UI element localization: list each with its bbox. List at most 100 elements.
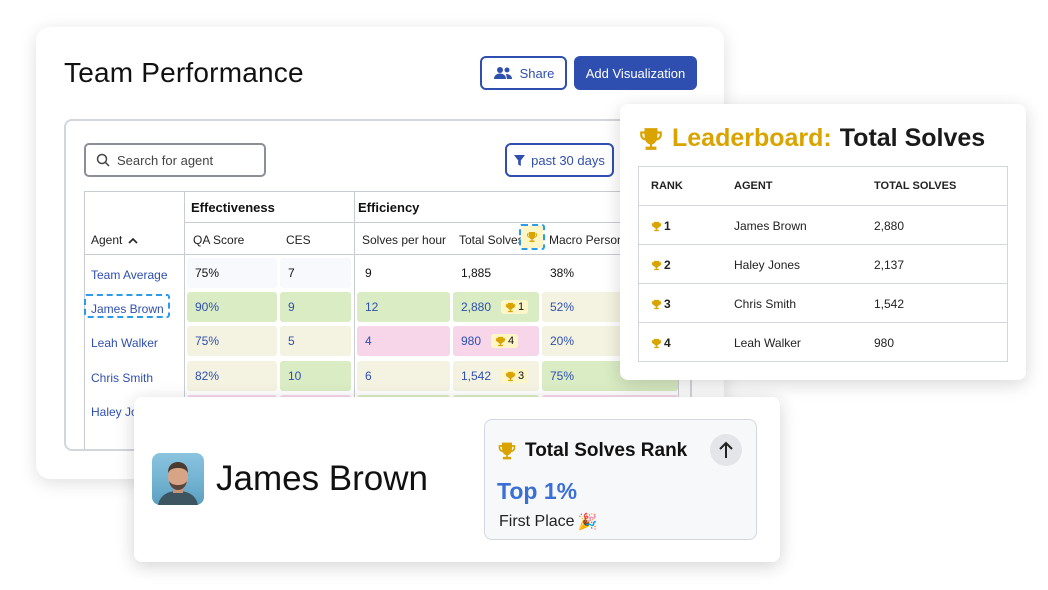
total-value: 980 xyxy=(461,334,482,348)
party-popper-icon: 🎉 xyxy=(577,514,598,531)
total-cell: 980 xyxy=(874,336,895,350)
agent-profile-card: James Brown Total Solves Rank Top 1% Fir… xyxy=(134,397,780,562)
selection-highlight xyxy=(519,224,545,250)
agent-selection-highlight xyxy=(84,294,170,318)
leaderboard-card: Leaderboard: Total Solves RANK AGENT TOT… xyxy=(620,104,1026,380)
rank-place: First Place 🎉 xyxy=(499,512,598,532)
rank-badge: 4 xyxy=(491,334,519,348)
cell-total: 1,885 xyxy=(461,266,492,280)
agent-cell: James Brown xyxy=(734,219,807,233)
rank-trend-button[interactable] xyxy=(710,434,742,466)
column-solves-per-hour[interactable]: Solves per hour xyxy=(362,233,447,247)
rank-summary-box: Total Solves Rank Top 1% First Place 🎉 xyxy=(484,419,757,540)
cell-macro: 38% xyxy=(550,266,575,280)
leaderboard-title-suffix: Total Solves xyxy=(839,124,986,152)
cell-total: 1,542 3 xyxy=(453,361,539,391)
agent-cell: Haley Jones xyxy=(734,258,801,272)
arrow-up-icon xyxy=(719,441,733,458)
rank-percentile: Top 1% xyxy=(497,478,578,504)
rank-title: Total Solves Rank xyxy=(497,440,687,462)
filter-icon xyxy=(514,154,526,166)
column-ces[interactable]: CES xyxy=(286,233,311,247)
rank-badge: 1 xyxy=(501,300,529,314)
cell-sph: 12 xyxy=(357,292,450,322)
trophy-icon xyxy=(651,338,662,348)
rank-title-label: Total Solves Rank xyxy=(525,440,688,461)
group-effectiveness: Effectiveness xyxy=(191,200,275,215)
column-qa-score[interactable]: QA Score xyxy=(193,233,245,247)
search-placeholder: Search for agent xyxy=(117,152,214,168)
trophy-icon xyxy=(505,371,516,381)
cell-total: 980 4 xyxy=(453,326,539,356)
total-value: 1,542 xyxy=(461,369,492,383)
trophy-icon xyxy=(651,260,662,270)
rank-value: 4 xyxy=(664,336,671,350)
rank-value: 4 xyxy=(508,335,515,347)
column-total-solves[interactable]: Total Solves xyxy=(459,233,524,247)
leaderboard-row[interactable]: 4 Leah Walker 980 xyxy=(639,323,1007,362)
cell-ces: 10 xyxy=(280,361,351,391)
add-visualization-button[interactable]: Add Visualization xyxy=(574,56,697,90)
total-value: 2,880 xyxy=(461,300,492,314)
cell-qa: 75% xyxy=(187,258,277,288)
cell-ces: 5 xyxy=(280,326,351,356)
trophy-icon xyxy=(651,299,662,309)
date-filter-button[interactable]: past 30 days xyxy=(505,143,614,177)
column-macro-persona[interactable]: Macro Persona xyxy=(549,233,631,247)
leaderboard-title-prefix: Leaderboard: xyxy=(672,124,832,152)
cell-total: 2,880 1 xyxy=(453,292,539,322)
cell-qa: 82% xyxy=(187,361,277,391)
total-cell: 2,880 xyxy=(874,219,905,233)
agent-haley-jones[interactable]: Haley Jo xyxy=(91,405,138,419)
rank-cell: 3 xyxy=(651,297,671,311)
group-efficiency: Efficiency xyxy=(358,200,420,215)
cell-qa: 75% xyxy=(187,326,277,356)
filter-label: past 30 days xyxy=(531,152,605,168)
page-title: Team Performance xyxy=(64,57,304,88)
agent-cell: Chris Smith xyxy=(734,297,797,311)
search-icon xyxy=(96,153,110,167)
cell-ces: 9 xyxy=(280,292,351,322)
cell-sph: 6 xyxy=(357,361,450,391)
search-input[interactable]: Search for agent xyxy=(84,143,266,177)
cell-qa: 90% xyxy=(187,292,277,322)
trophy-icon xyxy=(640,127,662,150)
column-agent[interactable]: Agent xyxy=(91,233,138,247)
leaderboard-header-row: RANK AGENT TOTAL SOLVES xyxy=(639,167,1007,206)
rank-value: 2 xyxy=(664,258,671,272)
rank-value: 3 xyxy=(664,297,671,311)
rank-value: 3 xyxy=(518,370,525,382)
leaderboard-row[interactable]: 2 Haley Jones 2,137 xyxy=(639,245,1007,284)
agent-team-average[interactable]: Team Average xyxy=(91,268,168,282)
trophy-icon xyxy=(505,302,516,312)
rank-place-label: First Place xyxy=(499,513,575,530)
rank-value: 1 xyxy=(664,219,671,233)
trophy-icon xyxy=(527,232,537,242)
total-cell: 2,137 xyxy=(874,258,905,272)
header-rank: RANK xyxy=(651,180,683,192)
column-trophy-marker[interactable] xyxy=(521,226,543,248)
avatar-portrait xyxy=(158,462,198,505)
rank-value: 1 xyxy=(518,301,525,313)
column-agent-label: Agent xyxy=(91,233,123,247)
agent-leah-walker[interactable]: Leah Walker xyxy=(91,336,158,350)
trophy-icon xyxy=(495,336,506,346)
cell-sph: 9 xyxy=(365,266,372,280)
trophy-icon xyxy=(651,221,662,231)
users-icon xyxy=(493,67,512,79)
share-label: Share xyxy=(519,65,555,81)
leaderboard-row[interactable]: 1 James Brown 2,880 xyxy=(639,206,1007,245)
rank-cell: 1 xyxy=(651,219,671,233)
header-total-solves: TOTAL SOLVES xyxy=(874,180,957,192)
sort-up-icon xyxy=(128,237,138,244)
agent-chris-smith[interactable]: Chris Smith xyxy=(91,371,154,385)
leaderboard-row[interactable]: 3 Chris Smith 1,542 xyxy=(639,284,1007,323)
share-button[interactable]: Share xyxy=(480,56,567,90)
cell-ces: 7 xyxy=(280,258,351,288)
rank-cell: 2 xyxy=(651,258,671,272)
total-cell: 1,542 xyxy=(874,297,905,311)
agent-james-brown[interactable]: James Brown xyxy=(91,302,164,316)
avatar xyxy=(152,453,204,505)
leaderboard-table: RANK AGENT TOTAL SOLVES 1 James Brown 2,… xyxy=(638,166,1008,362)
